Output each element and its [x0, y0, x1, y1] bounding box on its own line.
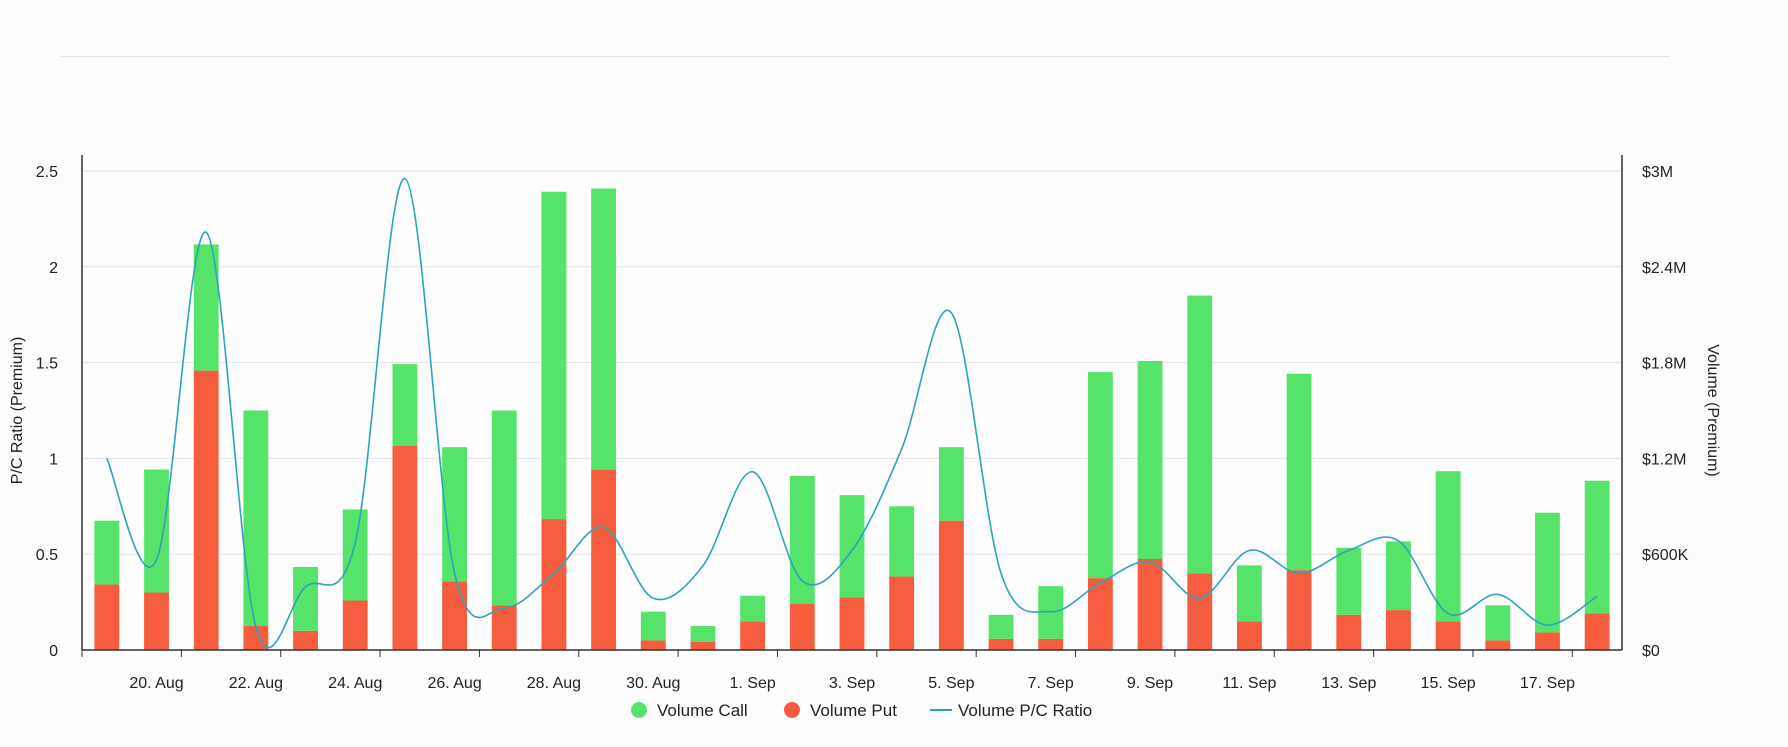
bar-volume-call — [392, 364, 418, 446]
bar-volume-put — [1187, 573, 1213, 650]
bar-volume-call — [690, 626, 716, 643]
bar-volume-call — [1435, 471, 1461, 622]
bar-volume-put — [1286, 570, 1312, 650]
x-tick-label: 3. Sep — [829, 675, 875, 692]
x-tick-label: 20. Aug — [129, 675, 183, 692]
y-left-tick-label: 2.5 — [36, 164, 58, 181]
legend-label: Volume P/C Ratio — [958, 701, 1092, 720]
bar-volume-put — [1535, 632, 1560, 650]
x-tick-label: 1. Sep — [730, 675, 776, 692]
legend-label: Volume Call — [657, 701, 748, 720]
x-tick-label: 22. Aug — [229, 675, 283, 692]
bar-volume-call — [1137, 361, 1163, 559]
bar-volume-put — [193, 370, 219, 650]
y-right-tick-label: $1.2M — [1642, 451, 1686, 468]
bar-volume-put — [988, 638, 1014, 650]
bar-volume-put — [144, 592, 169, 650]
bar-volume-call — [541, 191, 567, 520]
bar-volume-call — [144, 469, 169, 593]
bar-volume-call — [243, 410, 269, 627]
x-tick-label: 9. Sep — [1127, 675, 1173, 692]
bar-volume-put — [591, 469, 617, 650]
x-tick-label: 7. Sep — [1028, 675, 1074, 692]
bar-volume-put — [1584, 613, 1610, 650]
bar-volume-put — [491, 605, 517, 650]
y-right-axis-title: Volume (Premium) — [1704, 344, 1721, 476]
bar-volume-put — [839, 597, 865, 650]
bar-volume-call — [839, 495, 865, 598]
bar-volume-put — [1435, 621, 1461, 650]
bar-volume-put — [1386, 610, 1411, 650]
y-right-tick-label: $3M — [1642, 164, 1673, 181]
bar-volume-call — [1535, 512, 1560, 633]
bar-volume-call — [491, 410, 517, 606]
bar-volume-put — [94, 584, 120, 650]
y-left-tick-label: 1 — [49, 451, 58, 468]
x-tick-label: 13. Sep — [1321, 675, 1376, 692]
bar-volume-put — [1237, 621, 1262, 650]
bar-volume-call — [1584, 480, 1610, 614]
bar-volume-call — [591, 188, 617, 470]
bar-volume-put — [392, 445, 418, 650]
x-tick-label: 30. Aug — [626, 675, 680, 692]
y-left-tick-label: 0 — [49, 643, 58, 660]
bar-volume-put — [889, 576, 915, 650]
bar-volume-call — [1386, 541, 1411, 611]
x-tick-label: 24. Aug — [328, 675, 382, 692]
bar-volume-call — [1237, 565, 1262, 622]
x-tick-label: 28. Aug — [527, 675, 581, 692]
bar-volume-put — [1087, 578, 1113, 650]
bar-volume-call — [640, 611, 666, 641]
bar-volume-put — [1038, 638, 1064, 650]
bar-volume-call — [94, 520, 120, 585]
bar-volume-put — [293, 630, 318, 650]
y-right-tick-label: $600K — [1642, 547, 1689, 564]
bar-volume-put — [789, 603, 815, 650]
bar-volume-call — [1187, 295, 1213, 574]
legend-label: Volume Put — [810, 701, 897, 720]
x-tick-label: 26. Aug — [427, 675, 481, 692]
y-left-axis-title: P/C Ratio (Premium) — [9, 337, 26, 485]
bar-volume-put — [740, 621, 766, 650]
bar-volume-call — [740, 595, 766, 622]
bar-volume-put — [690, 642, 716, 650]
bar-volume-call — [988, 614, 1014, 639]
bar-volume-put — [1485, 640, 1511, 650]
y-right-tick-label: $1.8M — [1642, 356, 1686, 373]
bar-volume-call — [938, 447, 964, 521]
x-tick-label: 5. Sep — [928, 675, 974, 692]
bar-volume-call — [1286, 373, 1312, 571]
bar-volume-put — [541, 519, 567, 650]
bar-volume-call — [889, 506, 915, 577]
bar-volume-put — [938, 520, 964, 650]
bar-volume-put — [1336, 614, 1362, 650]
legend-dot-icon — [631, 702, 647, 718]
y-left-tick-label: 2 — [49, 260, 58, 277]
y-left-tick-label: 0.5 — [36, 547, 58, 564]
bar-volume-put — [342, 600, 368, 650]
legend-dot-icon — [784, 702, 800, 718]
bar-volume-put — [442, 581, 467, 650]
bar-volume-call — [1336, 547, 1362, 615]
bar-volume-put — [640, 640, 666, 650]
y-right-tick-label: $2.4M — [1642, 260, 1686, 277]
bar-volume-call — [1087, 372, 1113, 579]
line-volume-pc-ratio — [106, 177, 1598, 649]
x-tick-label: 15. Sep — [1421, 675, 1476, 692]
bar-volume-put — [1137, 558, 1163, 650]
y-left-tick-label: 1.5 — [36, 356, 58, 373]
y-right-tick-label: $0 — [1642, 643, 1660, 660]
bar-volume-call — [342, 509, 368, 601]
x-tick-label: 17. Sep — [1520, 675, 1575, 692]
bar-volume-call — [789, 475, 815, 604]
x-tick-label: 11. Sep — [1222, 675, 1276, 692]
bar-volume-call — [1485, 605, 1511, 641]
top-divider — [60, 56, 1670, 57]
